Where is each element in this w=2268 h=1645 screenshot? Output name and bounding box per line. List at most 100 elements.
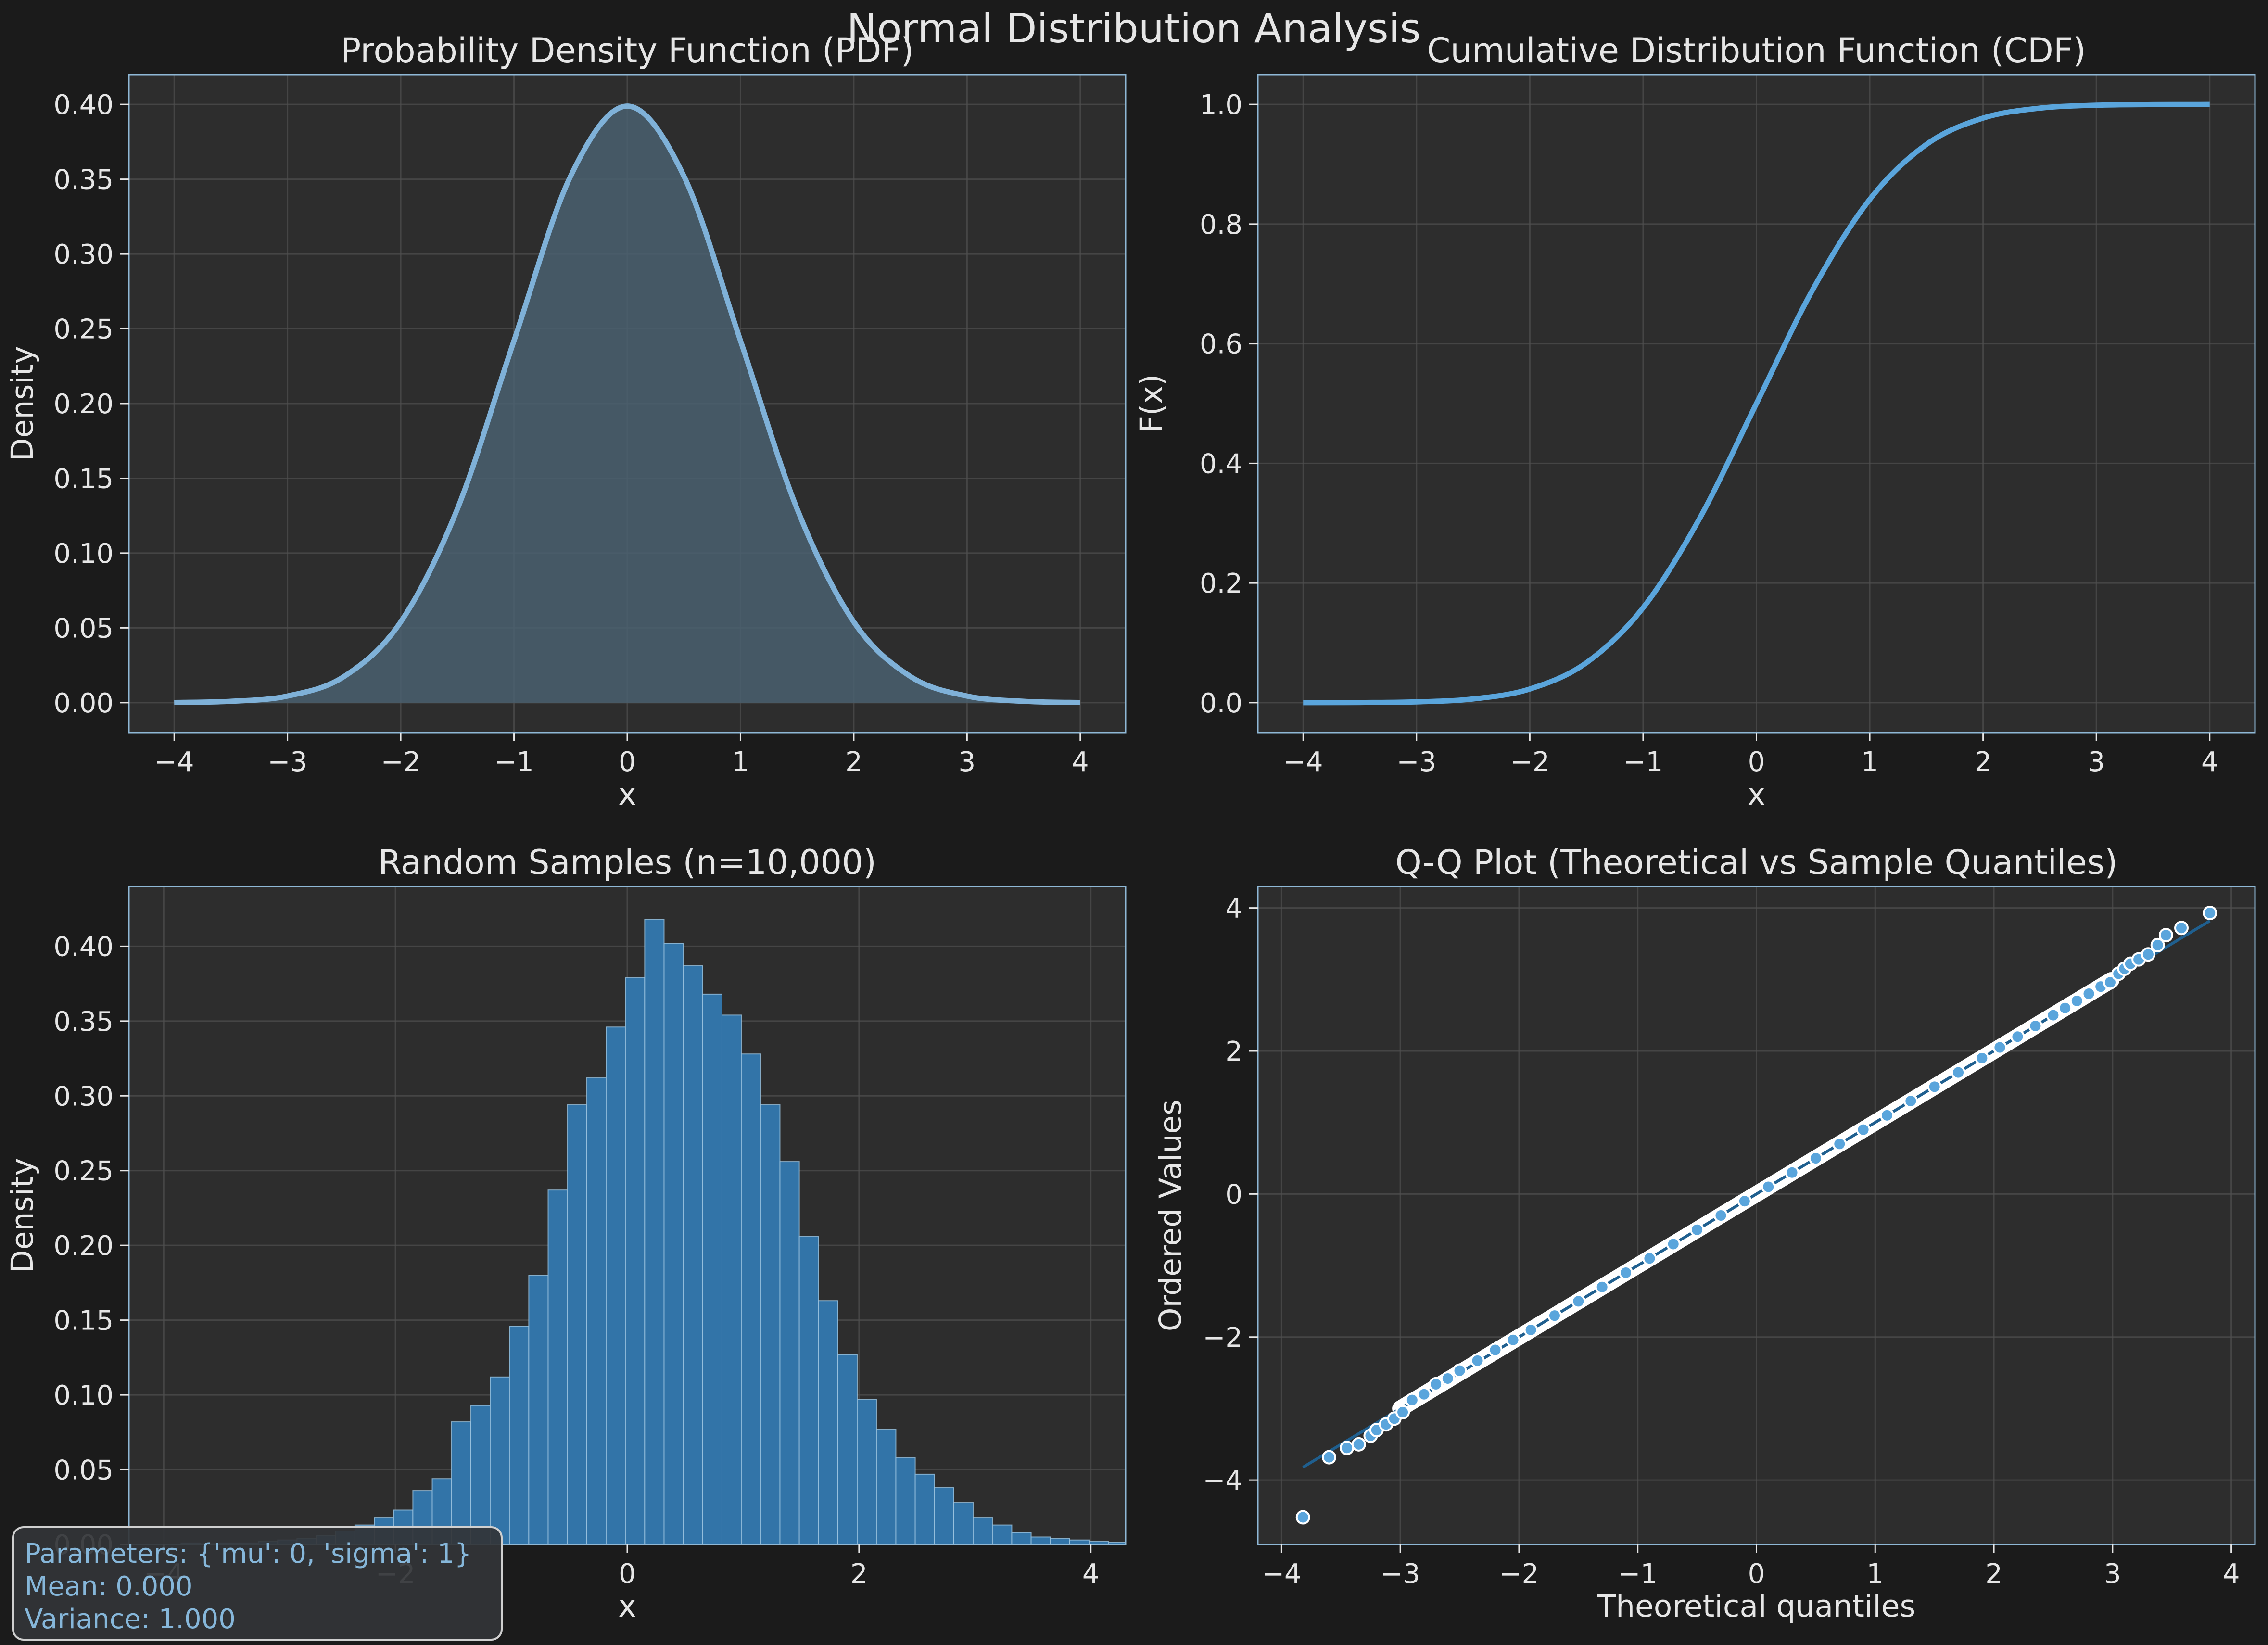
histogram-bar <box>992 1524 1013 1544</box>
qq-x-tick-label: −3 <box>1381 1558 1420 1590</box>
qq-sample-point <box>1785 1165 1799 1180</box>
pdf-x-tick-label: 1 <box>732 747 749 778</box>
qq-sample-point <box>2150 937 2165 952</box>
qq-sample-point <box>1351 1437 1366 1452</box>
pdf-x-tick-label: 0 <box>619 747 636 778</box>
histogram-bar <box>914 1473 935 1544</box>
cdf-y-tick-label: 0.0 <box>1200 688 1242 719</box>
cdf-x-tick-label: −1 <box>1623 747 1663 778</box>
qq-x-tick-label: −2 <box>1499 1558 1539 1590</box>
qq-sample-point <box>2103 975 2117 990</box>
qq-sample-point <box>1832 1137 1847 1152</box>
qq-sample-point <box>1903 1094 1918 1109</box>
hist-y-tick-label: 0.30 <box>53 1081 114 1112</box>
qq-sample-point <box>2174 921 2189 936</box>
qq-sample-point <box>2158 928 2173 943</box>
histogram-bar <box>1011 1532 1032 1544</box>
pdf-y-tick-label: 0.30 <box>53 239 114 270</box>
qq-sample-point <box>1470 1353 1485 1368</box>
hist-title: Random Samples (n=10,000) <box>378 843 876 882</box>
qq-x-tick-label: 2 <box>1985 1558 2002 1590</box>
qq-sample-point <box>2069 993 2084 1008</box>
qq-sample-point <box>1879 1108 1894 1123</box>
hist-y-tick-label: 0.25 <box>53 1156 114 1187</box>
qq-x-tick-label: 3 <box>2104 1558 2121 1590</box>
cdf-curve <box>1303 101 2210 706</box>
qq-y-tick-label: −2 <box>1203 1322 1242 1354</box>
histogram-bar <box>837 1354 858 1544</box>
histogram-bar <box>876 1429 897 1544</box>
cdf-y-tick-label: 0.4 <box>1200 448 1242 480</box>
qq-sample-point <box>1992 1040 2007 1055</box>
cdf-y-tick-label: 0.8 <box>1200 209 1242 240</box>
qq-sample-point <box>1975 1050 1989 1065</box>
pdf-y-tick-label: 0.00 <box>53 688 114 719</box>
cdf-y-axis-label: F(x) <box>1134 374 1169 433</box>
cdf-title: Cumulative Distribution Function (CDF) <box>1427 31 2086 70</box>
mean-text: Mean: 0.000 <box>25 1571 193 1602</box>
hist-y-tick-label: 0.20 <box>53 1230 114 1262</box>
qq-sample-point <box>1440 1371 1455 1386</box>
histogram-bar <box>1030 1536 1051 1544</box>
histogram-bar <box>895 1457 916 1544</box>
pdf-x-tick-label: 4 <box>1072 747 1089 778</box>
qq-sample-point <box>1666 1237 1681 1252</box>
cdf-x-tick-label: 4 <box>2201 747 2218 778</box>
cdf-x-tick-label: 3 <box>2088 747 2105 778</box>
histogram-bar <box>760 1104 781 1544</box>
histogram-bar <box>721 1014 742 1544</box>
hist-x-tick-label: 2 <box>850 1558 868 1590</box>
qq-sample-point <box>1429 1377 1444 1392</box>
pdf-y-tick-label: 0.10 <box>53 538 114 569</box>
pdf-y-axis-label: Density <box>5 346 40 461</box>
qq-sample-point <box>1713 1208 1728 1223</box>
qq-sample-point <box>1856 1122 1871 1137</box>
histogram-panel: −4−20240.000.050.100.150.200.250.300.350… <box>5 843 1127 1624</box>
qq-sample-point <box>1690 1222 1705 1237</box>
histogram-bar <box>1050 1538 1070 1544</box>
cdf-y-tick-label: 1.0 <box>1200 89 1242 121</box>
qq-sample-point <box>2141 947 2155 962</box>
cdf-y-tick-label: 0.6 <box>1200 329 1242 360</box>
qq-x-axis-label: Theoretical quantiles <box>1597 1589 1916 1624</box>
qq-sample-point <box>1547 1308 1562 1323</box>
qq-sample-point <box>1295 1510 1310 1525</box>
histogram-bar <box>953 1502 974 1544</box>
pdf-y-tick-label: 0.40 <box>53 89 114 121</box>
hist-y-tick-label: 0.05 <box>53 1455 114 1486</box>
qq-y-tick-label: −4 <box>1203 1465 1242 1496</box>
qq-sample-point <box>1452 1363 1467 1378</box>
qq-sample-point <box>2203 906 2217 921</box>
qq-sample-point <box>1642 1251 1657 1266</box>
hist-y-axis-label: Density <box>5 1158 40 1273</box>
cdf-x-tick-label: −3 <box>1397 747 1437 778</box>
qq-x-tick-label: −1 <box>1618 1558 1658 1590</box>
qq-data-layer <box>1295 906 2217 1525</box>
qq-y-tick-label: 2 <box>1225 1036 1242 1067</box>
histogram-bar <box>625 977 646 1544</box>
histogram-bar <box>818 1300 838 1544</box>
pdf-x-tick-label: 2 <box>845 747 862 778</box>
pdf-y-tick-label: 0.35 <box>53 164 114 196</box>
histogram-bar <box>857 1399 877 1544</box>
qq-y-axis-label: Ordered Values <box>1153 1100 1188 1331</box>
pdf-panel: −4 −3 −2 −1 0 1 2 3 4 0.00 0.05 0.10 0.15 0.20 0.25 0.3… <box>5 31 1127 812</box>
histogram-bar <box>1108 1542 1126 1544</box>
qq-sample-point <box>1488 1342 1503 1357</box>
qq-sample-point <box>1927 1079 1942 1094</box>
qq-x-tick-label: 0 <box>1748 1558 1765 1590</box>
parameters-text: Parameters: {'mu': 0, 'sigma': 1} <box>25 1538 472 1569</box>
cdf-x-axis-label: x <box>1748 777 1765 812</box>
qq-sample-point <box>1523 1322 1538 1337</box>
pdf-x-tick-label: 3 <box>959 747 976 778</box>
cdf-data-layer <box>1303 101 2210 706</box>
pdf-y-tick-label: 0.20 <box>53 389 114 420</box>
qq-sample-point <box>1571 1294 1586 1309</box>
qq-y-tick-label: 0 <box>1225 1179 1242 1210</box>
histogram-bar <box>663 943 684 1544</box>
histogram-bar <box>798 1236 819 1544</box>
qq-sample-point <box>2081 987 2096 1001</box>
histogram-bar <box>702 993 722 1544</box>
qq-x-tick-label: 4 <box>2223 1558 2240 1590</box>
